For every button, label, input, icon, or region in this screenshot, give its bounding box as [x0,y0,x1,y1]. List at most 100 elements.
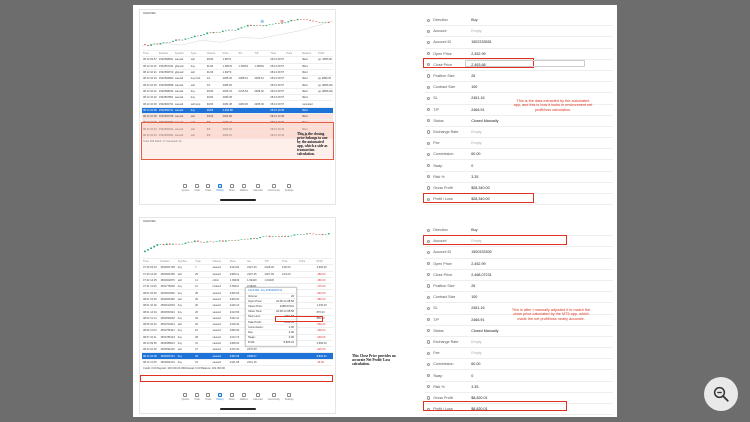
detail-value[interactable]: 60.00 [471,362,481,367]
detail-value[interactable]: Buy [471,228,478,233]
detail-row-swap[interactable]: Swap 0 [425,160,613,172]
tab-history[interactable]: History [216,393,224,403]
table-row[interactable]: 08.13 10:07 1502597041 gbpusd buy 31/30 1.380… [142,64,333,70]
detail-row-contract-size[interactable]: Contract Size 100 [425,292,613,304]
tab-calendar[interactable]: Calendar [253,393,263,403]
table-row[interactable]: 08.13 10:36 1502600701 xauusd sell stop 30/3… [142,101,333,108]
detail-value[interactable]: 2466.91 [471,107,485,112]
tab-mailbox[interactable]: Mailbox [240,184,248,194]
detail-row-open-price[interactable]: Open Price 2,452.99 [425,259,613,270]
tab-quotes[interactable]: Quotes [182,393,189,403]
detail-row-commission[interactable]: Commission 60.00 [425,149,613,161]
tab-news[interactable]: News [229,393,235,403]
detail-value[interactable]: 3.35 [471,384,479,389]
detail-row-account-id[interactable]: Account ID 1502333551 [425,37,613,49]
close-price-edit-field[interactable] [465,60,585,67]
detail-row-exchange-rate[interactable]: Exchange Rate Empty [425,127,613,139]
detail-value[interactable]: Closed Manually [471,328,499,333]
detail-row-swap[interactable]: Swap 0 [425,370,613,382]
detail-value[interactable]: Buy [471,18,478,23]
detail-value[interactable]: Empty [471,351,482,356]
table-row[interactable]: 08.13 10:44 1502600904 xauusd sell 6/6 2463.1… [142,132,333,140]
detail-row-sl[interactable]: SL 2451.16 [425,93,613,105]
tab-chart[interactable]: Chart [194,184,200,194]
table-row[interactable]: 08.13 10:43 1502600914 xauusd sell 6/6 2463.9… [142,126,333,133]
detail-value[interactable]: 2,452.99 [471,261,486,266]
detail-row-close-price[interactable]: Close Price 2,463.68 [425,60,613,71]
detail-value[interactable]: $28,340.00 [471,185,490,190]
detail-value[interactable]: 2451.16 [471,96,485,101]
zoom-out-button[interactable] [704,377,738,411]
detail-row-direction[interactable]: Direction Buy [425,15,613,27]
detail-row-sl[interactable]: SL 2451.16 [425,303,613,315]
table-row[interactable]: 08.13 10:25 1502600898 xauusd sell 1/1 2485.0… [142,82,333,89]
tab-settings[interactable]: Settings [285,393,293,403]
tab-trade[interactable]: Trade [205,184,211,194]
detail-value[interactable]: $8,820.01 [471,407,488,412]
price-chart[interactable] [142,17,333,51]
detail-row-t-p[interactable]: T/P 2466.91 [425,105,613,116]
detail-value[interactable]: 60.00 [471,152,481,157]
detail-row-fee[interactable]: Fee Empty [425,138,613,150]
detail-value[interactable]: Empty [471,29,482,34]
detail-row-status[interactable]: Status Closed Manually [425,326,613,337]
detail-row-close-price[interactable]: Close Price 2,468.07231 [425,270,613,281]
detail-row-account[interactable]: Account Empty [425,236,613,248]
detail-value[interactable]: 26 [471,284,476,289]
table-row[interactable]: 08.13 10:38 1502600708 xauusd sell 33/33 2463… [142,113,333,121]
table-row[interactable]: 08.14 11:45 1502601001 buy 31 xauusd 2441.68 2… [142,360,333,367]
detail-value[interactable]: Closed Manually [471,118,499,123]
table-row[interactable]: 07.30 14:02 1502601655 sell 29 xauusd 2408.11… [142,272,333,278]
detail-value[interactable]: 3.35 [471,174,479,179]
detail-value[interactable]: 2,463.68 [471,62,486,67]
table-row[interactable]: 08.13 10:02 1502591002 sell 27 xauusd 2470.30… [142,347,333,354]
detail-row-exchange-rate[interactable]: Exchange Rate Empty [425,337,613,349]
selected-table-row[interactable]: 08.13 10:38 1502600741 buy 26 xauusd 2452.99 2… [142,353,333,360]
tab-community[interactable]: Community [268,184,280,194]
detail-value[interactable]: 100 [471,85,478,90]
detail-row-risk-[interactable]: Risk % 3.35 [425,382,613,393]
detail-value[interactable]: 1500333300 [471,250,492,255]
table-row[interactable]: 08.13 10:24 1502596800 xauusd buy limit 1/1 2… [142,76,333,83]
table-row[interactable]: 07.30 03:34 1502601708 buy 7 xauusd 2413.82 24… [142,265,333,272]
detail-row-status[interactable]: Status Closed Manually [425,116,613,127]
detail-row-open-price[interactable]: Open Price 2,452.99 [425,49,613,60]
detail-value[interactable]: Empty [471,141,482,146]
detail-value[interactable]: $28,340.00 [471,197,490,202]
detail-value[interactable]: Empty [471,239,482,244]
detail-value[interactable]: Empty [471,129,482,134]
detail-row-gross-profit[interactable]: Gross Profit $8,820.01 [425,393,613,404]
tab-chart[interactable]: Chart [194,393,200,403]
table-row[interactable]: 08.13 10:32 1502597801 xauusd buy 30/30 2480.… [142,95,333,102]
detail-value[interactable]: $8,820.01 [471,395,488,400]
tab-mailbox[interactable]: Mailbox [240,393,248,403]
detail-value[interactable]: 2451.16 [471,306,485,311]
tab-history[interactable]: History [216,184,224,194]
detail-row-fee[interactable]: Fee Empty [425,348,613,360]
tab-community[interactable]: Community [268,393,280,403]
tab-quotes[interactable]: Quotes [182,184,189,194]
detail-value[interactable]: 2466.91 [471,317,485,322]
detail-row-account-id[interactable]: Account ID 1500333300 [425,247,613,259]
tab-trade[interactable]: Trade [205,393,211,403]
detail-value[interactable]: 2,468.07231 [471,272,492,277]
price-chart[interactable] [142,225,333,259]
tab-news[interactable]: News [229,184,235,194]
table-row[interactable]: 08.13 09:57 1502598601 xauusd sell 30/30 1.68… [142,57,333,64]
detail-value[interactable]: 100 [471,295,478,300]
table-row[interactable]: 08.13 10:31 1502598203 xauusd buy 30/30 2465.… [142,89,333,96]
detail-row-position-size[interactable]: Position Size 26 [425,71,613,83]
detail-value[interactable]: 0 [471,163,474,168]
table-row[interactable]: 07.30 14:25 1502602676 sell 11 mtbtc 1.09439 1… [142,278,333,285]
tab-settings[interactable]: Settings [285,184,293,194]
selected-table-row[interactable]: 08.13 10:38 1502600741 xauusd buy 26/26 2,463… [142,107,333,114]
detail-value[interactable]: 2,452.99 [471,51,486,56]
detail-row-t-p[interactable]: T/P 2466.91 [425,315,613,326]
detail-value[interactable]: Empty [471,339,482,344]
tab-calendar[interactable]: Calendar [253,184,263,194]
table-row[interactable]: 08.13 10:21 1502596700 gbpusd sell 31/30 1.38… [142,70,333,77]
detail-row-risk-[interactable]: Risk % 3.35 [425,172,613,183]
detail-row-account[interactable]: Account Empty [425,26,613,38]
detail-row-profit-loss[interactable]: Profit / Loss $28,340.00 [425,194,613,206]
